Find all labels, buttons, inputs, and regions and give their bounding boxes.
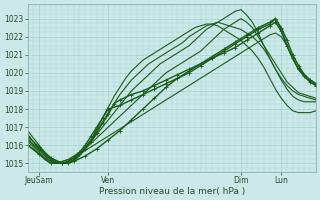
X-axis label: Pression niveau de la mer( hPa ): Pression niveau de la mer( hPa )	[99, 187, 245, 196]
